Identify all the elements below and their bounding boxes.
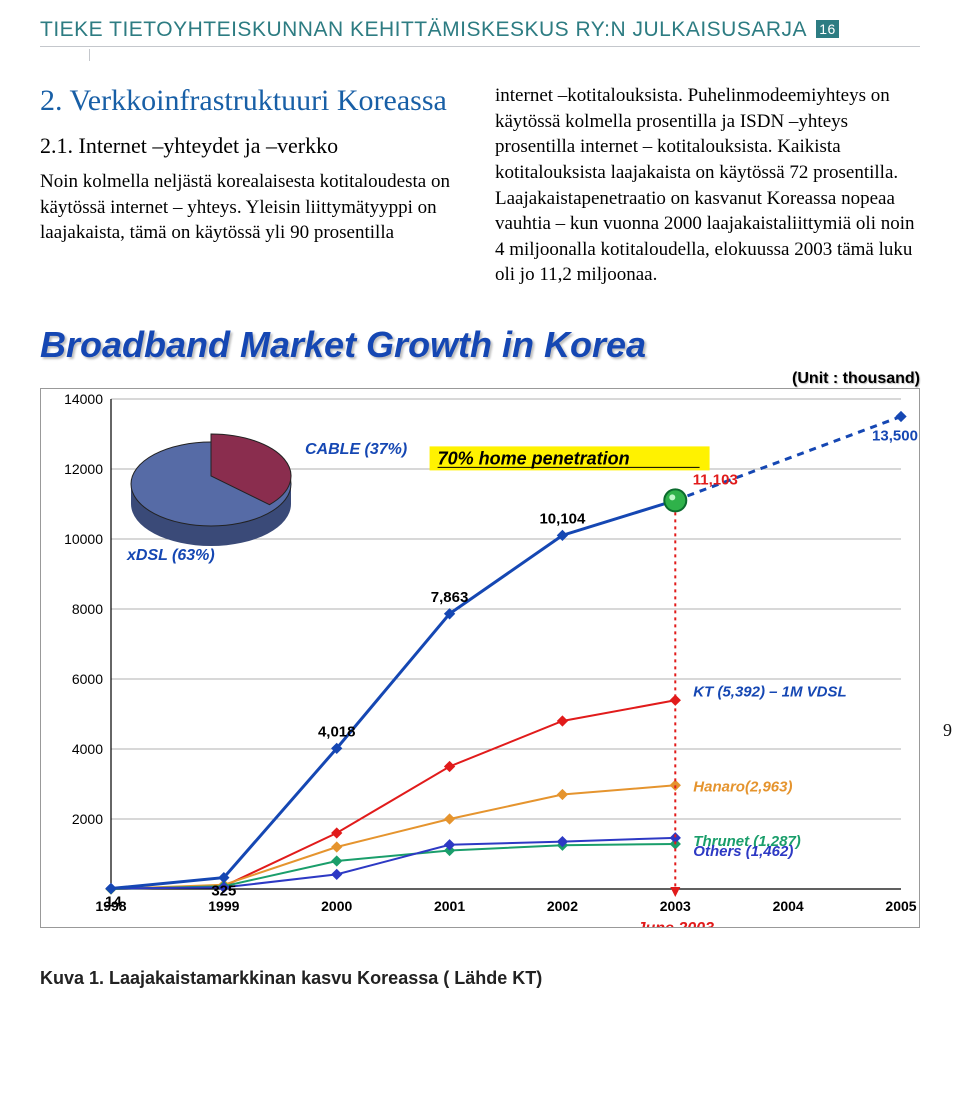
svg-text:325: 325 [211,883,236,900]
section-title: 2. Verkkoinfrastruktuuri Koreassa [40,83,465,119]
svg-text:KT (5,392) – 1M VDSL: KT (5,392) – 1M VDSL [693,683,846,700]
svg-text:7,863: 7,863 [431,589,469,606]
left-column: 2. Verkkoinfrastruktuuri Koreassa 2.1. I… [40,83,465,288]
svg-text:2003: 2003 [660,898,691,914]
svg-text:CABLE (37%): CABLE (37%) [305,441,407,458]
svg-text:13,500: 13,500 [872,428,918,445]
svg-text:11,103: 11,103 [693,472,738,489]
svg-text:2005: 2005 [885,898,916,914]
svg-text:12000: 12000 [64,461,103,477]
subsection-title: 2.1. Internet –yhteydet ja –verkko [40,133,465,159]
svg-text:10,104: 10,104 [539,510,586,527]
right-column: internet –kotitalouksista. Puhelinmodeem… [495,83,920,288]
svg-text:xDSL (63%): xDSL (63%) [126,547,215,564]
svg-text:4,018: 4,018 [318,723,356,740]
header-tick [72,49,90,61]
right-body-text: internet –kotitalouksista. Puhelinmodeem… [495,83,920,288]
series-number-badge: 16 [816,20,839,38]
chart-unit-label: (Unit : thousand) [40,370,920,388]
series-header-text: TIEKE TIETOYHTEISKUNNAN KEHITTÄMISKESKUS… [40,18,806,41]
svg-text:2000: 2000 [321,898,352,914]
svg-text:10000: 10000 [64,531,103,547]
svg-text:6000: 6000 [72,671,103,687]
svg-text:2002: 2002 [547,898,578,914]
svg-text:8000: 8000 [72,601,103,617]
left-body-text: Noin kolmella neljästä korealaisesta kot… [40,169,465,246]
broadband-growth-chart: 2000400060008000100001200014000199819992… [40,388,920,928]
svg-text:70% home penetration: 70% home penetration [438,449,630,469]
figure-caption: Kuva 1. Laajakaistamarkkinan kasvu Korea… [40,968,920,989]
page-number: 9 [943,720,952,741]
chart-container: Broadband Market Growth in Korea (Unit :… [40,324,920,928]
svg-text:June 2003: June 2003 [637,920,714,928]
chart-title: Broadband Market Growth in Korea [40,324,920,366]
svg-text:4000: 4000 [72,741,103,757]
svg-text:2001: 2001 [434,898,465,914]
svg-text:Others (1,462): Others (1,462) [693,843,793,860]
svg-text:14000: 14000 [64,391,103,407]
body-columns: 2. Verkkoinfrastruktuuri Koreassa 2.1. I… [40,83,920,288]
svg-text:1999: 1999 [208,898,239,914]
svg-text:Hanaro(2,963): Hanaro(2,963) [693,778,792,795]
series-header: TIEKE TIETOYHTEISKUNNAN KEHITTÄMISKESKUS… [40,18,920,47]
svg-text:14: 14 [105,894,122,911]
svg-text:2000: 2000 [72,811,103,827]
svg-text:2004: 2004 [773,898,804,914]
